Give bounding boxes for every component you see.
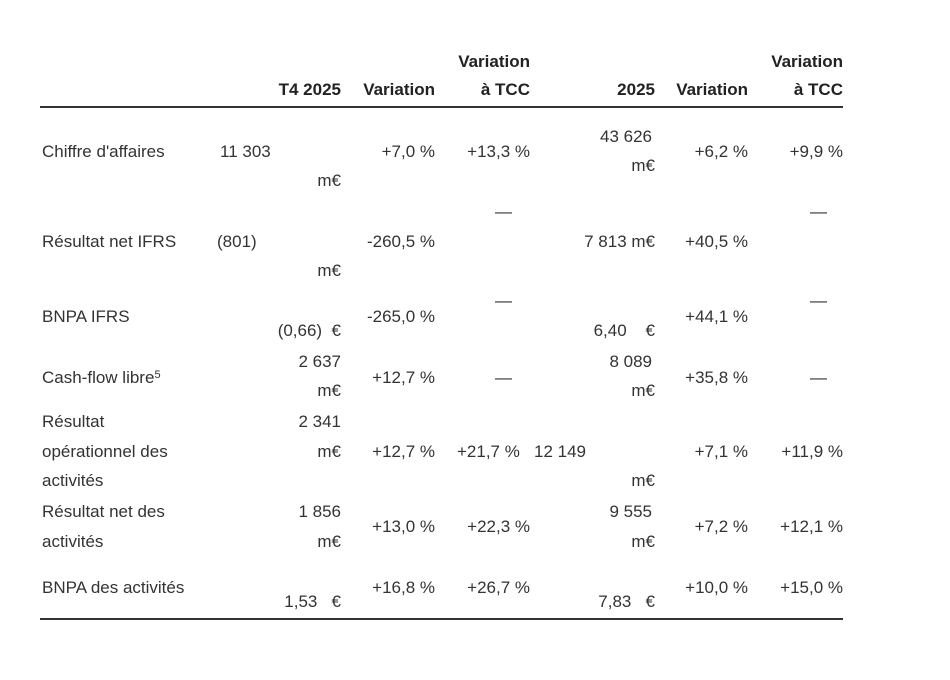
fy-value: 7,83 € [598, 592, 655, 611]
q4-tcc: — [495, 368, 512, 387]
fy-tcc: — [810, 291, 827, 310]
row-label-line: activités [42, 532, 104, 551]
row-label: BNPA IFRS [42, 307, 130, 326]
q4-value: 11 303 [220, 142, 271, 161]
header-fy: 2025 [617, 80, 655, 99]
fy-variation: +10,0 % [685, 578, 748, 597]
q4-variation: +7,0 % [381, 142, 435, 161]
fy-unit: m€ [631, 381, 655, 400]
header-tcc-q4-bottom: à TCC [480, 80, 530, 99]
q4-tcc: +13,3 % [467, 142, 530, 161]
q4-variation: -260,5 % [366, 232, 435, 251]
row-label: Cash-flow libre5 [42, 368, 161, 388]
fy-value: 12 149 [534, 442, 586, 461]
fy-value: 9 555 [609, 502, 652, 521]
row-label-line: opérationnel des [42, 442, 168, 461]
fy-tcc: — [810, 202, 827, 221]
header-tcc-fy-bottom: à TCC [793, 80, 843, 99]
fy-variation: +7,1 % [694, 442, 748, 461]
q4-tcc: +26,7 % [467, 578, 530, 597]
fy-variation: +40,5 % [685, 232, 748, 251]
fy-value: 7 813 m€ [584, 232, 655, 251]
header-variation-q4: Variation [363, 80, 435, 99]
q4-unit: m€ [317, 171, 341, 190]
q4-unit: m€ [317, 261, 341, 280]
header-variation-fy: Variation [676, 80, 748, 99]
q4-tcc: — [495, 202, 512, 221]
footnote-marker: 5 [154, 369, 161, 381]
q4-value: (801) [217, 232, 257, 251]
row-label-line: activités [42, 471, 104, 490]
fy-value: 6,40 € [593, 321, 655, 340]
q4-value: (0,66) € [277, 321, 341, 340]
fy-variation: +7,2 % [694, 517, 748, 536]
fy-tcc: +11,9 % [781, 442, 843, 461]
fy-variation: +6,2 % [694, 142, 748, 161]
header-tcc-q4-top: Variation [458, 52, 530, 71]
row-label-line: Résultat [42, 412, 105, 431]
q4-unit: m€ [317, 532, 341, 551]
q4-tcc: +21,7 % [457, 442, 520, 461]
q4-tcc: — [495, 291, 512, 310]
q4-value: 1 856 [298, 502, 341, 521]
q4-variation: +12,7 % [372, 442, 435, 461]
header-tcc-fy-top: Variation [771, 52, 843, 71]
fy-variation: +35,8 % [685, 368, 748, 387]
fy-unit: m€ [631, 532, 655, 551]
q4-unit: m€ [317, 442, 341, 461]
q4-variation: +12,7 % [372, 368, 435, 387]
header-q4: T4 2025 [278, 80, 341, 99]
row-label: Chiffre d'affaires [42, 142, 165, 161]
q4-value: 2 341 [298, 412, 341, 431]
fy-value: 8 089 [609, 352, 652, 371]
row-label-text: Cash-flow libre [42, 368, 155, 387]
row-label: BNPA des activités [42, 578, 185, 597]
q4-variation: +13,0 % [372, 517, 435, 536]
q4-value: 1,53 € [284, 592, 341, 611]
table-bottom-rule [40, 618, 843, 620]
q4-variation: -265,0 % [366, 307, 435, 326]
row-label: Résultat net IFRS [42, 232, 177, 251]
q4-tcc: +22,3 % [467, 517, 530, 536]
q4-variation: +16,8 % [372, 578, 435, 597]
fy-tcc: +15,0 % [780, 578, 843, 597]
fy-value: 43 626 [600, 127, 652, 146]
fy-tcc: +9,9 % [789, 142, 843, 161]
header-divider [40, 106, 843, 108]
q4-value: 2 637 [298, 352, 341, 371]
fy-tcc: — [810, 368, 827, 387]
q4-unit: m€ [317, 381, 341, 400]
fy-tcc: +12,1 % [780, 517, 843, 536]
fy-unit: m€ [631, 471, 655, 490]
fy-variation: +44,1 % [685, 307, 748, 326]
fy-unit: m€ [631, 156, 655, 175]
row-label-line: Résultat net des [42, 502, 165, 521]
